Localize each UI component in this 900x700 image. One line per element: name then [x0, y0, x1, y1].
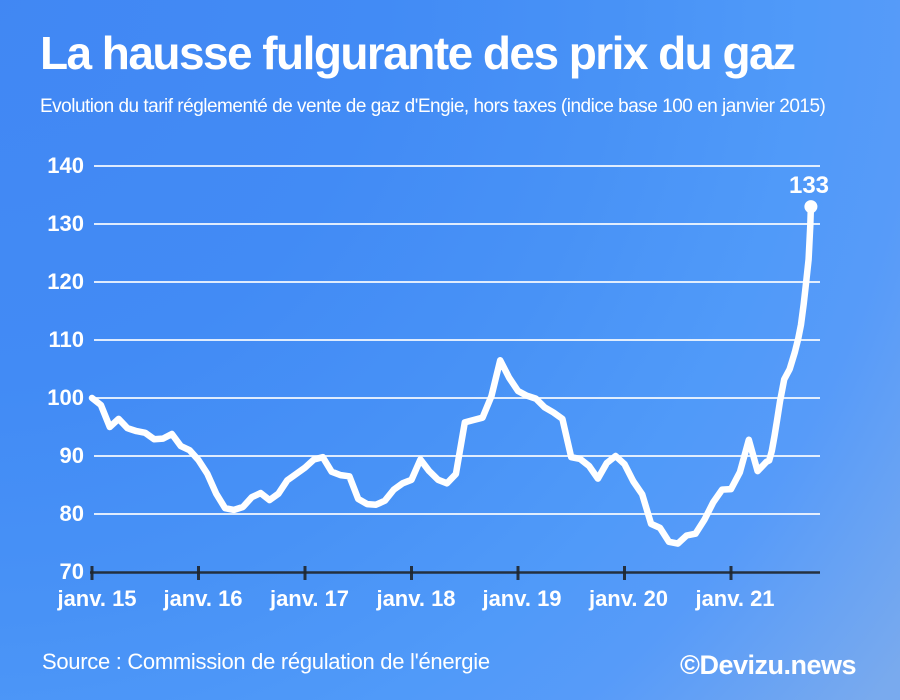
- svg-text:90: 90: [60, 443, 84, 468]
- svg-text:120: 120: [47, 269, 84, 294]
- svg-text:janv. 20: janv. 20: [588, 586, 668, 611]
- svg-text:80: 80: [60, 501, 84, 526]
- svg-text:133: 133: [789, 172, 829, 199]
- svg-text:70: 70: [60, 559, 84, 584]
- svg-text:janv. 15: janv. 15: [56, 586, 136, 611]
- svg-text:110: 110: [49, 327, 85, 352]
- svg-text:100: 100: [47, 385, 84, 410]
- svg-text:janv. 19: janv. 19: [481, 586, 561, 611]
- svg-text:janv. 18: janv. 18: [375, 586, 455, 611]
- svg-text:janv. 16: janv. 16: [162, 586, 242, 611]
- svg-text:janv. 17: janv. 17: [269, 586, 349, 611]
- svg-text:janv. 21: janv. 21: [694, 586, 774, 611]
- svg-text:140: 140: [47, 153, 84, 178]
- svg-text:130: 130: [47, 211, 84, 236]
